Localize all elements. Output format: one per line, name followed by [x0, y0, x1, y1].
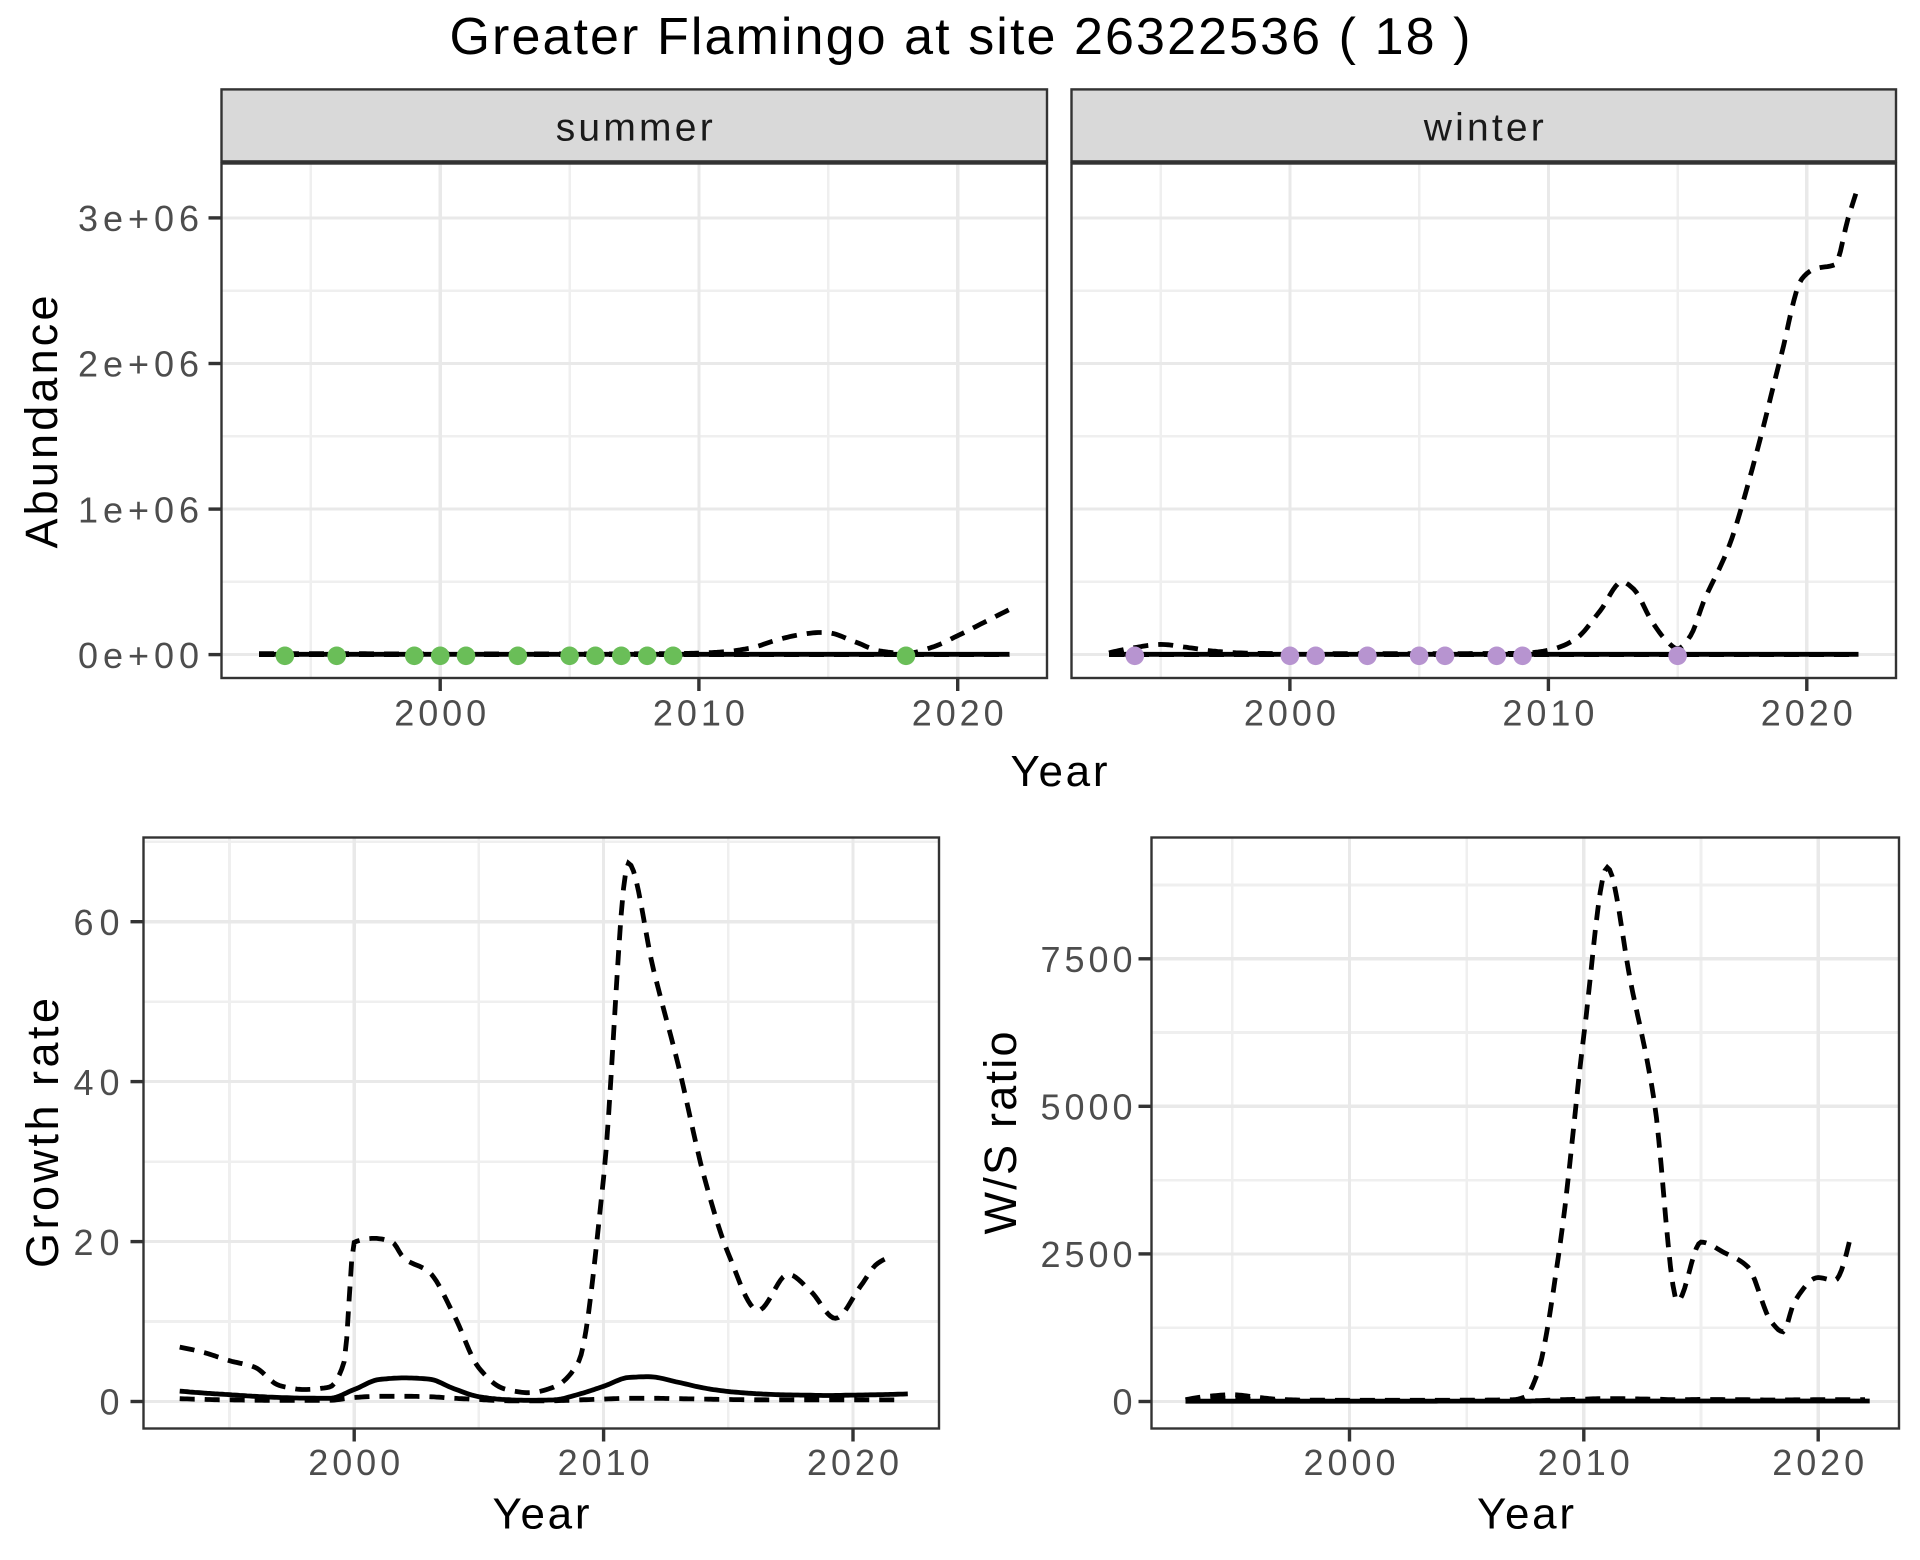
svg-text:Year: Year — [493, 1490, 590, 1539]
svg-text:Greater Flamingo at site 26322: Greater Flamingo at site 26322536 ( 18 ) — [450, 8, 1471, 66]
svg-text:0: 0 — [99, 1382, 119, 1423]
svg-text:0: 0 — [1112, 1382, 1132, 1423]
svg-text:3e+06: 3e+06 — [78, 198, 199, 239]
svg-text:summer: summer — [556, 107, 713, 150]
svg-text:Abundance: Abundance — [16, 296, 67, 549]
svg-text:0e+00: 0e+00 — [78, 635, 199, 676]
svg-text:W/S ratio: W/S ratio — [975, 1032, 1026, 1235]
svg-text:Year: Year — [1011, 747, 1108, 796]
svg-text:2e+06: 2e+06 — [78, 344, 199, 385]
svg-text:Year: Year — [1477, 1490, 1574, 1539]
svg-text:1e+06: 1e+06 — [78, 489, 199, 530]
svg-text:winter: winter — [1423, 107, 1544, 150]
